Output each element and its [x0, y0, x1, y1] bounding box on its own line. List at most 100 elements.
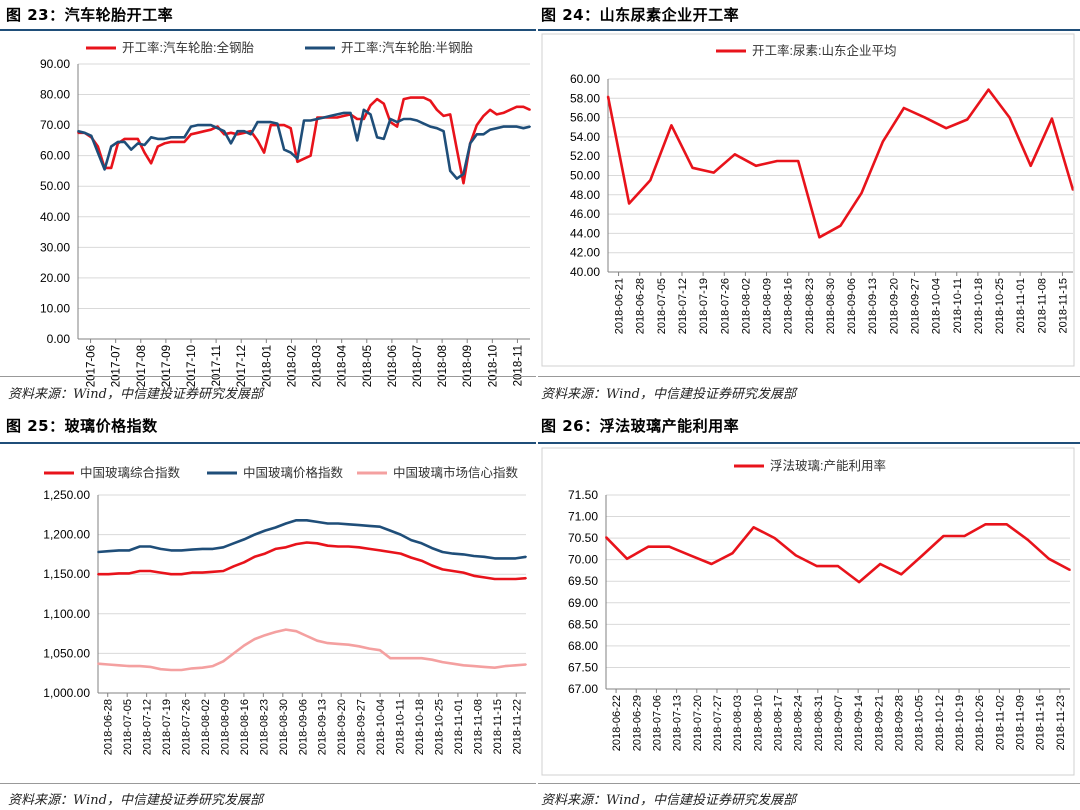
- x-tick-label: 2018-07-26: [719, 278, 731, 334]
- data-point: [752, 526, 755, 529]
- data-point: [211, 665, 214, 667]
- data-point: [97, 573, 99, 576]
- data-point: [316, 521, 319, 523]
- data-point: [483, 576, 486, 579]
- y-tick-label: 1,250.00: [43, 488, 90, 502]
- data-point: [130, 138, 133, 140]
- source-rule: [538, 376, 1080, 377]
- data-point: [136, 138, 139, 140]
- x-tick-label: 2018-07-26: [181, 699, 193, 755]
- data-point: [347, 545, 350, 548]
- data-point: [201, 666, 204, 669]
- data-point: [1048, 557, 1050, 560]
- x-tick-label: 2018-08-02: [200, 699, 212, 755]
- data-point: [128, 572, 131, 575]
- data-point: [452, 552, 454, 555]
- data-point: [143, 151, 146, 154]
- x-tick-label: 2018-08-09: [219, 699, 231, 755]
- data-point: [211, 548, 214, 550]
- x-tick-label: 2018-08-03: [732, 695, 744, 751]
- data-point: [422, 96, 425, 99]
- data-point: [326, 544, 329, 547]
- data-point: [295, 543, 298, 545]
- data-point: [410, 539, 413, 541]
- data-point: [191, 548, 193, 551]
- data-point: [436, 108, 438, 111]
- data-point: [797, 160, 800, 162]
- data-point: [222, 546, 225, 549]
- x-tick-label: 2018-11-09: [1015, 695, 1027, 750]
- x-tick-label: 2018-09-20: [336, 699, 348, 755]
- y-tick-label: 67.00: [568, 682, 598, 696]
- x-tick-label: 2018-10: [487, 345, 499, 387]
- data-point: [1029, 164, 1032, 167]
- source-note-24: 资料来源：Wind，中信建投证券研究发展部: [541, 387, 796, 402]
- data-point: [509, 108, 511, 111]
- series-line: [97, 519, 527, 560]
- data-point: [691, 166, 694, 169]
- data-point: [389, 657, 392, 660]
- data-point: [607, 95, 609, 98]
- data-point: [462, 553, 465, 556]
- data-point: [376, 98, 378, 100]
- y-tick-label: 1,000.00: [43, 686, 90, 700]
- legend-label: 中国玻璃综合指数: [80, 465, 181, 480]
- data-point: [269, 124, 272, 126]
- x-tick-label: 2018-01: [261, 345, 273, 387]
- data-point: [399, 552, 402, 555]
- x-tick-label: 2018-10-25: [433, 699, 445, 755]
- data-point: [475, 124, 478, 126]
- data-point: [1026, 538, 1029, 541]
- data-point: [256, 139, 259, 142]
- data-point: [493, 557, 496, 560]
- data-point: [469, 142, 472, 145]
- data-point: [149, 570, 152, 572]
- data-point: [236, 130, 239, 133]
- data-point: [482, 115, 485, 117]
- data-point: [522, 127, 525, 130]
- data-point: [399, 533, 402, 536]
- y-tick-label: 60.00: [570, 72, 600, 86]
- data-point: [305, 519, 308, 522]
- data-point: [316, 118, 319, 120]
- data-point: [504, 578, 506, 580]
- data-point: [945, 127, 948, 130]
- data-point: [264, 552, 266, 555]
- data-point: [358, 524, 360, 526]
- data-point: [176, 141, 179, 143]
- data-point: [143, 144, 146, 146]
- data-point: [502, 125, 505, 128]
- x-tick-label: 2018-09-28: [894, 695, 906, 751]
- data-point: [190, 133, 192, 136]
- data-point: [176, 136, 179, 139]
- panel-title-25: 图 25：玻璃价格指数: [6, 417, 158, 435]
- data-point: [150, 136, 153, 139]
- x-tick-label: 2018-08-31: [813, 695, 825, 751]
- source-rule: [0, 783, 536, 784]
- data-point: [389, 118, 392, 120]
- data-point: [183, 136, 186, 139]
- data-point: [243, 130, 246, 133]
- data-point: [156, 145, 159, 148]
- data-point: [420, 542, 423, 545]
- data-point: [389, 551, 392, 553]
- data-point: [984, 523, 987, 526]
- x-tick-label: 2018-08-10: [752, 695, 764, 751]
- data-point: [670, 124, 673, 127]
- data-point: [647, 545, 650, 548]
- data-point: [123, 138, 126, 140]
- data-point: [276, 122, 279, 125]
- data-point: [515, 105, 518, 108]
- data-point: [170, 136, 173, 139]
- y-tick-label: 40.00: [40, 210, 70, 224]
- data-point: [966, 118, 969, 121]
- data-point: [509, 125, 511, 128]
- data-point: [369, 104, 372, 107]
- data-point: [399, 657, 402, 660]
- data-point: [369, 113, 372, 116]
- data-point: [382, 138, 385, 140]
- y-tick-label: 40.00: [570, 265, 600, 279]
- data-point: [309, 154, 312, 157]
- data-point: [269, 121, 272, 123]
- data-point: [368, 647, 371, 650]
